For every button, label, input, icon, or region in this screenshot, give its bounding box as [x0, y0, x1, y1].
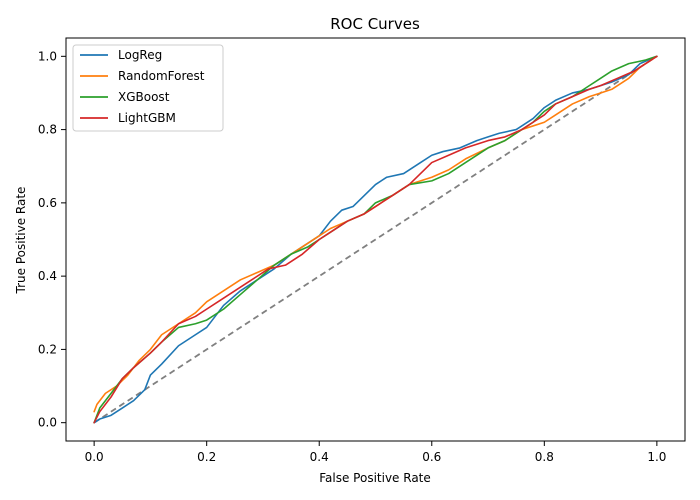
x-tick-label: 0.8	[535, 450, 554, 464]
x-axis-ticks: 0.0 0.2 0.4 0.6 0.8 1.0	[85, 441, 666, 464]
y-tick-label: 0.6	[38, 196, 57, 210]
y-tick-label: 0.2	[38, 342, 57, 356]
x-tick-label: 0.6	[422, 450, 441, 464]
x-tick-label: 0.2	[197, 450, 216, 464]
y-tick-label: 0.4	[38, 269, 57, 283]
plot-area	[65, 37, 686, 442]
chance-baseline	[93, 55, 658, 424]
x-tick-label: 0.0	[85, 450, 104, 464]
plot-frame	[65, 37, 686, 442]
legend-label: XGBoost	[118, 90, 170, 104]
y-tick-label: 0.8	[38, 123, 57, 137]
x-tick-label: 1.0	[647, 450, 666, 464]
y-axis-label: True Positive Rate	[14, 187, 28, 295]
legend-items: LogReg RandomForest XGBoost LightGBM	[80, 48, 205, 125]
series-line-lightgbm	[93, 55, 658, 424]
y-tick-label: 1.0	[38, 49, 57, 63]
legend-label: LogReg	[118, 48, 162, 62]
x-axis-label: False Positive Rate	[319, 471, 431, 485]
legend-label: RandomForest	[118, 69, 205, 83]
legend-label: LightGBM	[118, 111, 176, 125]
chart-title: ROC Curves	[330, 15, 420, 33]
y-axis-ticks: 0.0 0.2 0.4 0.6 0.8 1.0	[38, 49, 66, 430]
x-tick-label: 0.4	[310, 450, 329, 464]
series-lines	[93, 55, 658, 424]
legend: LogReg RandomForest XGBoost LightGBM	[72, 44, 224, 132]
legend-frame	[72, 44, 224, 132]
y-tick-label: 0.0	[38, 416, 57, 430]
series-line-logreg	[93, 55, 658, 424]
